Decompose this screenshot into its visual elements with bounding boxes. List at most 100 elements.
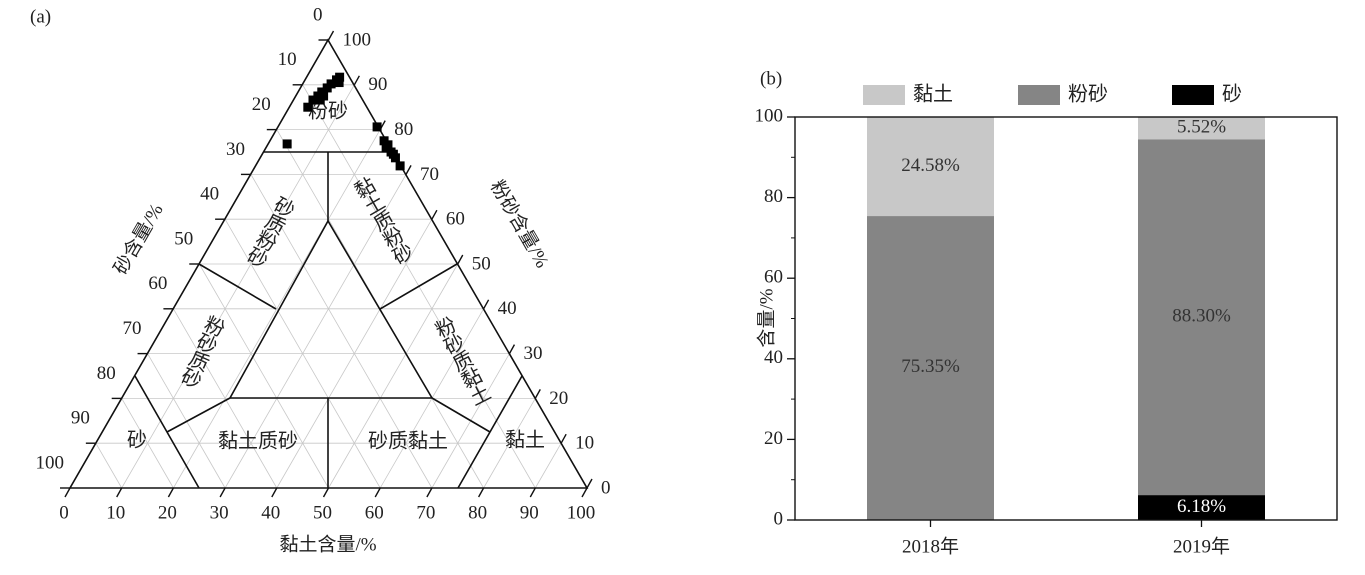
tick-mark — [374, 487, 381, 498]
sample-point — [334, 78, 344, 88]
sample-point — [315, 95, 325, 105]
bar-segment — [1138, 117, 1265, 140]
grid-line — [95, 443, 123, 489]
y-tick-label: 20 — [764, 428, 783, 449]
tick-mark — [431, 209, 438, 220]
sample-point — [388, 149, 398, 159]
sample-point — [282, 139, 292, 149]
legend-swatch — [863, 85, 905, 105]
grid-line — [328, 263, 459, 489]
x-tick-label: 2019年 — [1173, 535, 1230, 557]
grid-line — [198, 263, 329, 489]
silt-tick-label: 20 — [549, 388, 568, 409]
sample-point — [395, 161, 405, 171]
clay-tick-label: 100 — [567, 502, 596, 523]
tick-mark — [426, 487, 433, 498]
tick-mark — [477, 487, 485, 498]
sample-point — [303, 102, 313, 112]
legend-label: 粉砂 — [1068, 83, 1108, 106]
value-label: 88.30% — [1172, 306, 1231, 327]
sample-point — [372, 122, 382, 132]
tick-mark — [581, 487, 588, 498]
y-tick-label: 40 — [764, 347, 783, 368]
bar-segment — [1138, 495, 1265, 520]
sand-tick-label: 10 — [278, 49, 297, 70]
clay-tick-label: 20 — [158, 502, 177, 523]
clay-tick-label: 90 — [520, 502, 539, 523]
silt-axis-title: 粉砂含量/% — [486, 177, 554, 272]
clay-axis-title: 黏土含量/% — [279, 533, 376, 555]
tick-mark — [167, 487, 175, 498]
silt-tick-label: 100 — [343, 29, 372, 50]
tick-mark — [534, 389, 541, 399]
sand-axis-title: 砂含量/% — [110, 200, 168, 279]
silt-tick-label: 90 — [368, 74, 387, 95]
sand-tick-label: 0 — [313, 4, 323, 25]
sand-tick-label: 40 — [200, 184, 219, 205]
sand-tick-label: 70 — [123, 318, 142, 339]
bar-segment — [867, 216, 994, 520]
x-tick-label: 2018年 — [902, 535, 959, 557]
silt-tick-label: 60 — [446, 209, 465, 230]
region-label: 粉砂质黏土 — [429, 313, 493, 408]
y-axis-title: 含量/% — [755, 288, 777, 347]
clay-tick-label: 70 — [416, 502, 435, 523]
value-label: 5.52% — [1177, 116, 1226, 137]
legend-swatch — [1018, 85, 1060, 105]
sand-tick-label: 20 — [252, 94, 271, 115]
y-tick-label: 60 — [764, 267, 783, 288]
clay-tick-label: 10 — [106, 502, 125, 523]
panel-b-title: (b) — [760, 68, 782, 89]
region-label: 砂质粉砂 — [241, 192, 297, 271]
silt-tick-label: 10 — [575, 433, 594, 454]
legend-swatch — [1172, 85, 1214, 105]
sample-point — [322, 83, 332, 93]
region-label: 砂 — [127, 429, 147, 452]
tick-mark — [529, 487, 536, 498]
grid-line — [224, 174, 407, 489]
clay-tick-label: 40 — [261, 502, 280, 523]
tick-mark — [271, 487, 278, 498]
region-label: 黏土 — [505, 429, 545, 452]
tick-mark — [482, 299, 490, 310]
sand-tick-label: 80 — [97, 363, 116, 384]
legend-label: 黏土 — [913, 83, 953, 106]
tick-mark — [327, 30, 335, 41]
tick-mark — [64, 487, 71, 498]
panel-a-title: (a) — [30, 6, 51, 27]
clay-tick-label: 30 — [210, 502, 229, 523]
y-tick-label: 80 — [764, 186, 783, 207]
tick-mark — [116, 487, 123, 498]
boundary — [379, 263, 458, 310]
sand-tick-label: 50 — [174, 228, 193, 249]
bar-segment — [1138, 139, 1265, 496]
tick-mark — [322, 487, 330, 498]
sample-point — [381, 143, 391, 153]
grid-line — [534, 443, 562, 489]
sand-tick-label: 90 — [71, 408, 90, 429]
region-label: 砂质黏土 — [368, 430, 448, 453]
silt-tick-label: 40 — [498, 298, 517, 319]
value-label: 6.18% — [1177, 496, 1226, 517]
silt-tick-label: 50 — [472, 253, 491, 274]
region-label: 黏土质砂 — [218, 430, 298, 453]
y-tick-label: 0 — [774, 508, 784, 529]
tick-mark — [405, 165, 412, 175]
clay-tick-label: 50 — [313, 502, 332, 523]
tick-mark — [219, 487, 226, 498]
clay-tick-label: 0 — [59, 502, 69, 523]
sand-tick-label: 100 — [36, 452, 65, 473]
clay-tick-label: 80 — [468, 502, 487, 523]
silt-tick-label: 70 — [420, 164, 439, 185]
boundary — [198, 263, 277, 310]
boundary — [228, 219, 434, 399]
sample-point — [308, 95, 318, 105]
tick-mark — [586, 478, 593, 489]
region-label: 粉砂质砂 — [176, 311, 228, 391]
region-label: 黏土质粉砂 — [348, 174, 416, 269]
value-label: 24.58% — [901, 155, 960, 176]
legend-label: 砂 — [1222, 83, 1242, 106]
value-label: 75.35% — [901, 356, 960, 377]
silt-tick-label: 0 — [601, 477, 611, 498]
